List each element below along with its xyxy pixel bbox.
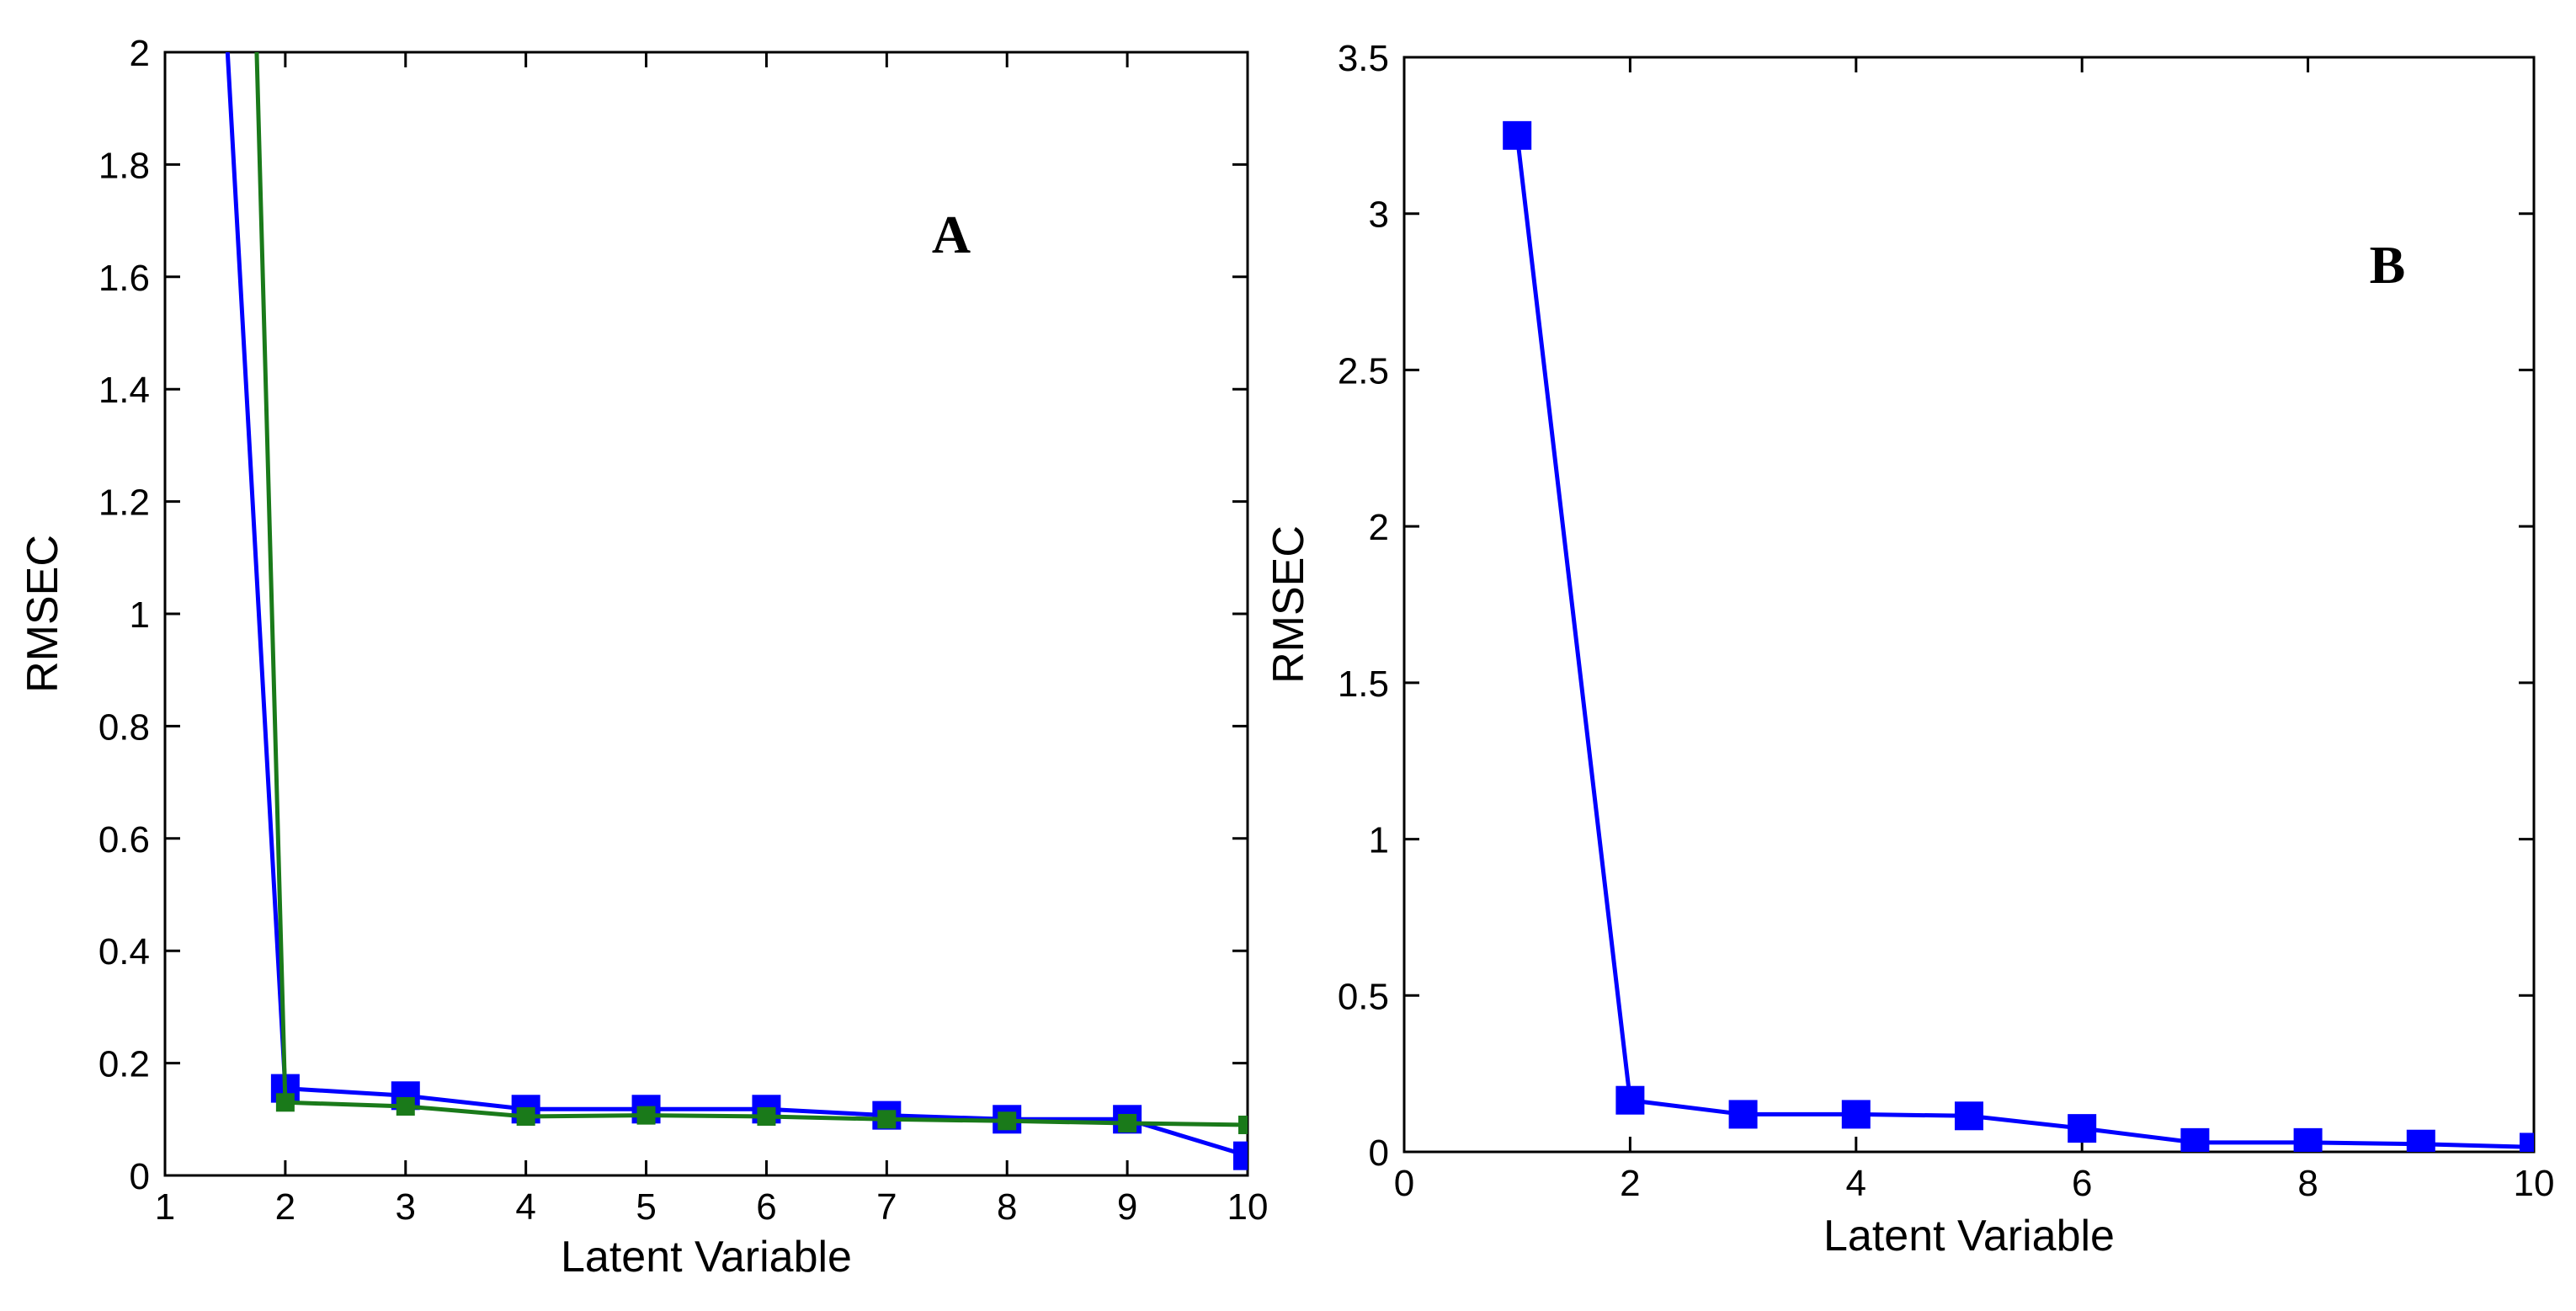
y-tick-label: 0.2 xyxy=(98,1044,150,1085)
series-line-green xyxy=(254,52,1248,1127)
y-tick-label: 3 xyxy=(1369,195,1389,236)
y-tick-label: 3.5 xyxy=(1338,38,1389,79)
y-tick-label: 0.5 xyxy=(1338,976,1389,1017)
x-tick-label: 6 xyxy=(756,1186,776,1228)
x-tick-label: 10 xyxy=(2514,1163,2555,1204)
plot-area xyxy=(225,52,1248,1170)
data-point-green xyxy=(516,1106,535,1126)
data-point-green xyxy=(877,1110,897,1129)
x-tick-label: 4 xyxy=(515,1186,535,1228)
y-tick-label: 1 xyxy=(1369,820,1389,861)
y-tick-label: 1.5 xyxy=(1338,663,1389,705)
data-point-blue xyxy=(1503,120,1532,150)
data-point-blue xyxy=(1841,1100,1871,1129)
data-point-blue xyxy=(2520,1132,2534,1152)
series-line-blue xyxy=(1514,135,2534,1149)
data-point-green xyxy=(636,1106,656,1125)
x-tick-label: 4 xyxy=(1846,1163,1866,1204)
data-point-green xyxy=(1118,1113,1137,1132)
x-axis-label: Latent Variable xyxy=(561,1233,852,1282)
data-point-green xyxy=(396,1096,415,1116)
data-point-green xyxy=(998,1111,1017,1131)
data-point-blue xyxy=(1615,1085,1645,1115)
x-tick-label: 2 xyxy=(1620,1163,1640,1204)
y-tick-label: 1.6 xyxy=(98,258,150,299)
x-tick-label: 5 xyxy=(636,1186,656,1228)
data-point-blue xyxy=(1233,1141,1248,1170)
y-tick-label: 1.2 xyxy=(98,482,150,524)
plot-area xyxy=(1503,120,2534,1152)
x-tick-label: 9 xyxy=(1117,1186,1137,1228)
y-tick-label: 0 xyxy=(1369,1132,1389,1174)
y-tick-label: 0.6 xyxy=(98,819,150,861)
data-point-blue xyxy=(2293,1127,2323,1152)
x-tick-label: 6 xyxy=(2072,1163,2092,1204)
data-point-blue xyxy=(1955,1101,1983,1131)
panel-label: A xyxy=(932,205,971,264)
y-tick-label: 1 xyxy=(130,594,150,636)
x-tick-label: 3 xyxy=(396,1186,416,1228)
panel-label: B xyxy=(2370,235,2406,295)
y-tick-label: 2 xyxy=(1369,507,1389,548)
data-point-blue xyxy=(2406,1129,2435,1152)
x-tick-label: 8 xyxy=(997,1186,1017,1228)
chart-panel-a: 1 2 3 4 5 6 7 8 9 10 0 0.2 0.4 0.6 0.8 1 1.2 1.4 1.6 1.8 2 La… xyxy=(19,33,1269,1282)
x-tick-label: 2 xyxy=(275,1186,295,1228)
data-point-green xyxy=(757,1106,776,1126)
series-line-blue xyxy=(225,52,1248,1159)
plot-frame xyxy=(163,51,1249,1177)
y-axis-label: RMSEC xyxy=(1264,525,1313,684)
y-tick-label: 2.5 xyxy=(1338,350,1389,392)
chart-panel-b: 0 2 4 6 8 10 0 0.5 1 1.5 2 2.5 3 3.5 Latent Variable RM… xyxy=(1264,38,2554,1260)
data-point-green xyxy=(275,1093,295,1112)
y-tick-label: 0.8 xyxy=(98,706,150,748)
plot-frame xyxy=(1402,56,2536,1154)
y-tick-label: 0.4 xyxy=(98,931,150,973)
data-point-green xyxy=(1238,1115,1248,1134)
x-tick-label: 0 xyxy=(1394,1163,1414,1204)
x-tick-label: 7 xyxy=(876,1186,897,1228)
y-tick-label: 1.8 xyxy=(98,145,150,186)
data-point-blue xyxy=(1728,1100,1758,1129)
y-axis-label: RMSEC xyxy=(19,535,67,693)
y-tick-label: 1.4 xyxy=(98,370,150,411)
y-tick-label: 0 xyxy=(130,1156,150,1197)
x-tick-label: 8 xyxy=(2297,1163,2318,1204)
x-tick-label: 1 xyxy=(155,1186,175,1228)
data-point-blue xyxy=(2180,1127,2210,1152)
y-tick-label: 2 xyxy=(130,33,150,74)
data-point-blue xyxy=(2068,1114,2097,1143)
x-axis-label: Latent Variable xyxy=(1823,1212,2115,1260)
x-tick-label: 10 xyxy=(1227,1186,1269,1228)
